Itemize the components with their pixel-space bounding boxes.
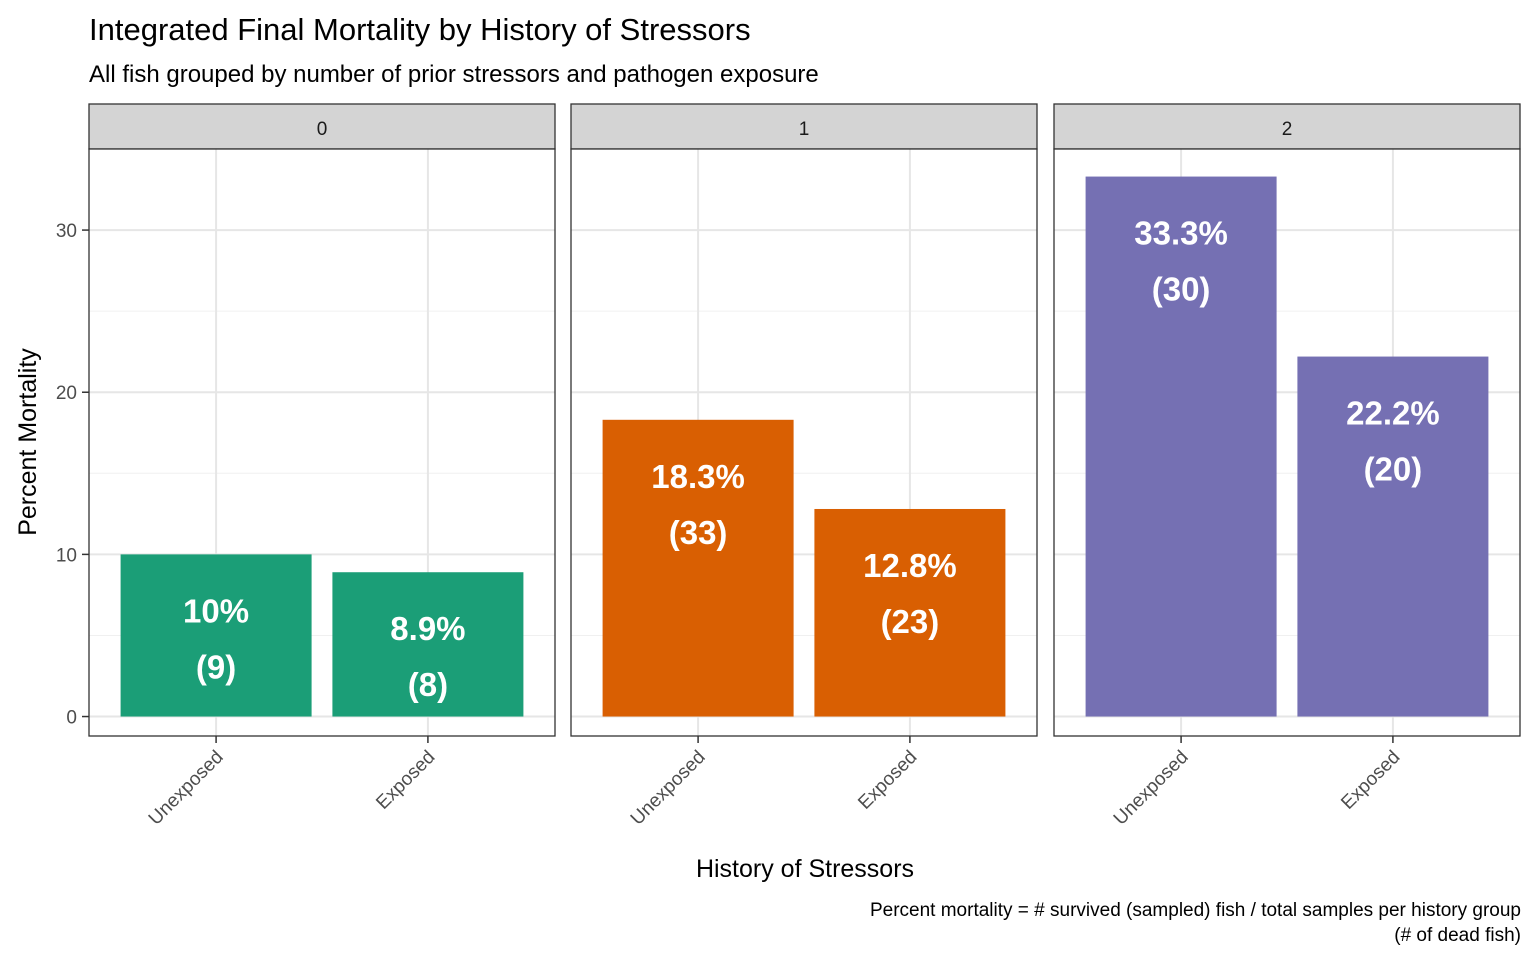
bar-count-label: (33) <box>669 514 728 551</box>
y-axis: 0 10 20 30 <box>56 221 89 729</box>
x-axis-label: History of Stressors <box>696 855 914 883</box>
bar-0-unexposed <box>120 554 312 717</box>
bar-count-label: (30) <box>1152 271 1211 308</box>
facet-panel-1: 1 18.3% (33) Unexposed 12.8% (23) Exposed <box>570 103 1038 830</box>
caption-line-2: (# of dead fish) <box>1394 925 1521 946</box>
bar-percent-label: 18.3% <box>651 458 745 495</box>
bar-percent-label: 12.8% <box>863 547 957 584</box>
bar-2-unexposed <box>1085 176 1277 717</box>
facet-strip-1 <box>570 103 1038 150</box>
bar-count-label: (20) <box>1364 451 1423 488</box>
chart-subtitle: All fish grouped by number of prior stre… <box>89 61 819 88</box>
bar-1-unexposed <box>602 419 794 717</box>
y-tick-label: 0 <box>66 708 77 729</box>
y-tick-label: 30 <box>56 221 77 242</box>
facet-strip-label: 2 <box>1282 119 1293 140</box>
facet-panel-0: 0 10% (9) Unexposed 8.9% (8) Exposed <box>88 103 556 830</box>
panel-border <box>1053 148 1521 737</box>
bar-percent-label: 22.2% <box>1346 395 1440 432</box>
facet-strip-label: 1 <box>799 119 810 140</box>
x-tick-label: Unexposed <box>627 747 710 830</box>
caption-line-1: Percent mortality = # survived (sampled)… <box>870 900 1521 921</box>
bar-percent-label: 8.9% <box>390 610 465 647</box>
chart-title: Integrated Final Mortality by History of… <box>89 12 751 47</box>
y-tick-label: 10 <box>56 545 77 566</box>
bar-count-label: (23) <box>881 603 940 640</box>
y-axis-label: Percent Mortality <box>14 348 42 536</box>
facet-strip-label: 0 <box>317 119 328 140</box>
bar-count-label: (8) <box>408 666 448 703</box>
facet-strip-2 <box>1053 103 1521 150</box>
bar-2-exposed <box>1297 356 1489 717</box>
panel-border <box>570 148 1038 737</box>
bar-percent-label: 10% <box>183 592 249 629</box>
x-tick-label: Exposed <box>854 747 921 814</box>
x-tick-label: Exposed <box>372 747 439 814</box>
bar-1-exposed <box>814 508 1006 717</box>
x-tick-label: Unexposed <box>145 747 228 830</box>
facet-strip-0 <box>88 103 556 150</box>
x-tick-label: Exposed <box>1337 747 1404 814</box>
bar-count-label: (9) <box>196 648 236 685</box>
bar-percent-label: 33.3% <box>1134 215 1228 252</box>
facet-panels: 0 10% (9) Unexposed 8.9% (8) Exposed 1 18.3% (33)… <box>88 103 1521 830</box>
y-tick-label: 20 <box>56 383 77 404</box>
facet-panel-2: 2 33.3% (30) Unexposed 22.2% (20) Exposed <box>1053 103 1521 830</box>
panel-border <box>88 148 556 737</box>
bar-0-exposed <box>332 572 524 717</box>
x-tick-label: Unexposed <box>1110 747 1193 830</box>
